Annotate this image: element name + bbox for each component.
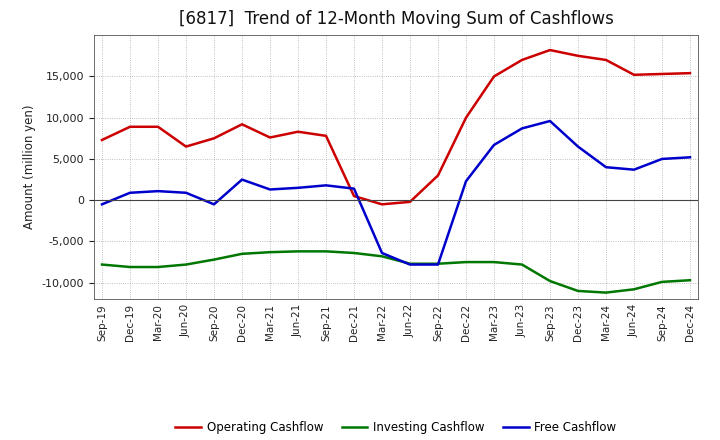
Free Cashflow xyxy=(546,118,554,124)
Line: Free Cashflow: Free Cashflow xyxy=(102,121,690,264)
Investing Cashflow xyxy=(685,278,694,283)
Free Cashflow xyxy=(98,202,107,207)
Investing Cashflow xyxy=(210,257,218,262)
Free Cashflow xyxy=(574,144,582,149)
Title: [6817]  Trend of 12-Month Moving Sum of Cashflows: [6817] Trend of 12-Month Moving Sum of C… xyxy=(179,10,613,28)
Operating Cashflow xyxy=(266,135,274,140)
Investing Cashflow xyxy=(518,262,526,267)
Investing Cashflow xyxy=(630,287,639,292)
Free Cashflow xyxy=(602,165,611,170)
Operating Cashflow xyxy=(378,202,387,207)
Operating Cashflow xyxy=(518,57,526,62)
Operating Cashflow xyxy=(462,115,470,120)
Operating Cashflow xyxy=(153,124,162,129)
Investing Cashflow xyxy=(405,261,414,266)
Operating Cashflow xyxy=(546,48,554,53)
Operating Cashflow xyxy=(322,133,330,139)
Free Cashflow xyxy=(490,142,498,147)
Free Cashflow xyxy=(630,167,639,172)
Free Cashflow xyxy=(126,190,135,195)
Free Cashflow xyxy=(322,183,330,188)
Operating Cashflow xyxy=(126,124,135,129)
Investing Cashflow xyxy=(462,260,470,265)
Line: Operating Cashflow: Operating Cashflow xyxy=(102,50,690,204)
Free Cashflow xyxy=(153,188,162,194)
Investing Cashflow xyxy=(238,251,246,257)
Operating Cashflow xyxy=(657,71,666,77)
Operating Cashflow xyxy=(602,57,611,62)
Line: Investing Cashflow: Investing Cashflow xyxy=(102,251,690,293)
Free Cashflow xyxy=(462,179,470,184)
Free Cashflow xyxy=(685,154,694,160)
Operating Cashflow xyxy=(574,53,582,59)
Free Cashflow xyxy=(405,262,414,267)
Free Cashflow xyxy=(350,186,359,191)
Free Cashflow xyxy=(210,202,218,207)
Operating Cashflow xyxy=(490,74,498,79)
Investing Cashflow xyxy=(574,288,582,293)
Investing Cashflow xyxy=(657,279,666,285)
Free Cashflow xyxy=(238,177,246,182)
Investing Cashflow xyxy=(433,261,442,266)
Operating Cashflow xyxy=(685,70,694,76)
Free Cashflow xyxy=(433,262,442,267)
Investing Cashflow xyxy=(490,260,498,265)
Operating Cashflow xyxy=(210,136,218,141)
Operating Cashflow xyxy=(98,137,107,143)
Investing Cashflow xyxy=(181,262,190,267)
Investing Cashflow xyxy=(126,264,135,270)
Operating Cashflow xyxy=(630,72,639,77)
Operating Cashflow xyxy=(350,194,359,199)
Operating Cashflow xyxy=(181,144,190,149)
Investing Cashflow xyxy=(602,290,611,295)
Free Cashflow xyxy=(294,185,302,191)
Operating Cashflow xyxy=(294,129,302,134)
Free Cashflow xyxy=(378,250,387,256)
Free Cashflow xyxy=(657,156,666,161)
Operating Cashflow xyxy=(238,121,246,127)
Investing Cashflow xyxy=(153,264,162,270)
Investing Cashflow xyxy=(322,249,330,254)
Investing Cashflow xyxy=(546,279,554,284)
Legend: Operating Cashflow, Investing Cashflow, Free Cashflow: Operating Cashflow, Investing Cashflow, … xyxy=(171,416,621,438)
Free Cashflow xyxy=(266,187,274,192)
Investing Cashflow xyxy=(98,262,107,267)
Free Cashflow xyxy=(518,126,526,131)
Operating Cashflow xyxy=(405,199,414,205)
Investing Cashflow xyxy=(266,249,274,255)
Free Cashflow xyxy=(181,190,190,195)
Investing Cashflow xyxy=(350,250,359,256)
Operating Cashflow xyxy=(433,173,442,178)
Y-axis label: Amount (million yen): Amount (million yen) xyxy=(23,105,36,229)
Investing Cashflow xyxy=(294,249,302,254)
Investing Cashflow xyxy=(378,253,387,259)
